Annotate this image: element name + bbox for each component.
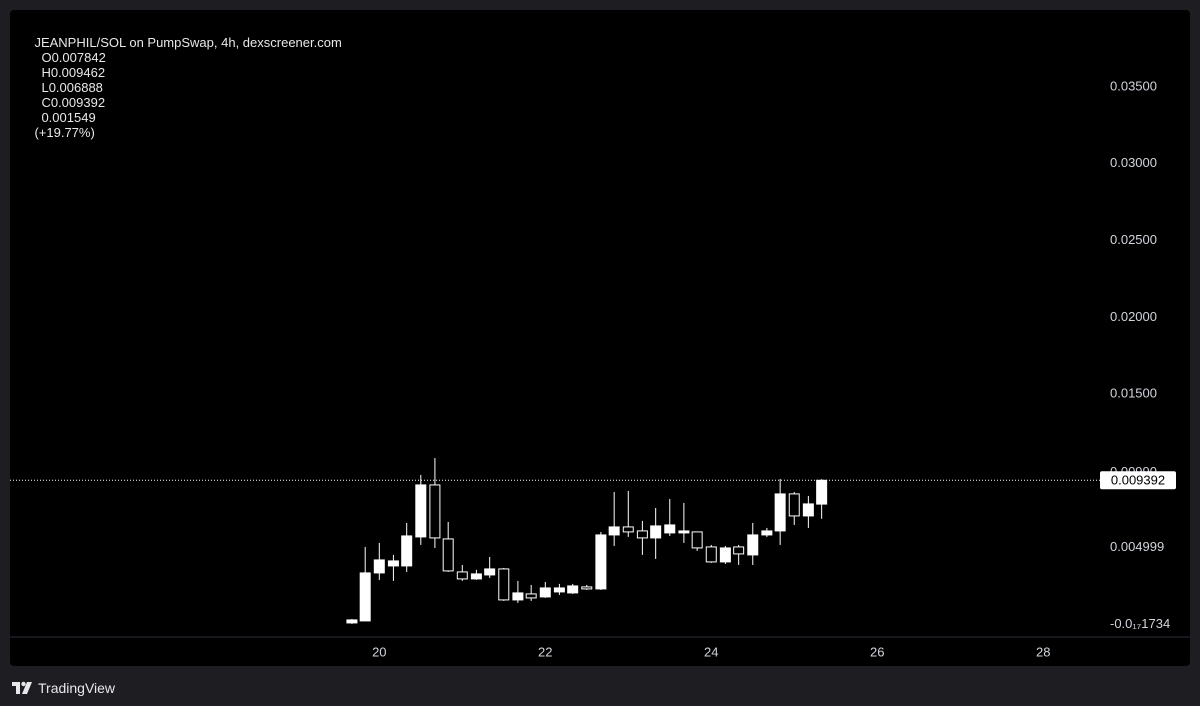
candle-body [456, 571, 468, 580]
candle-body [691, 531, 703, 549]
ohlc-value: 0.009462 [50, 65, 106, 80]
y-tick-label: -0.0₁₇1734 [1110, 616, 1170, 631]
candle-body [581, 586, 593, 590]
candle-body [415, 484, 427, 538]
ohlc-key: C [41, 95, 51, 110]
candle-body [622, 526, 634, 533]
change-percent: (+19.77%) [34, 125, 95, 140]
chart-panel: -0.0₁₇17340.0049990.009900.015000.020000… [10, 10, 1190, 666]
candle-body [636, 530, 648, 539]
candle-body [719, 547, 731, 563]
candle-body [664, 524, 676, 534]
candle-body [650, 525, 662, 539]
ohlc-value: 0.006888 [48, 80, 103, 95]
candle-body [802, 503, 814, 517]
symbol-title: JEANPHIL/SOL on PumpSwap, 4h, dexscreene… [34, 35, 342, 50]
candle-body [705, 546, 717, 563]
ohlc-key: L [41, 80, 49, 95]
y-tick-label: 0.02000 [1110, 309, 1157, 324]
candle-body [733, 546, 745, 555]
tradingview-logo [12, 681, 32, 694]
last-price-label: 0.009392 [1111, 473, 1165, 488]
candle-body [608, 526, 620, 536]
candle-body [442, 538, 454, 572]
candle-body [359, 572, 371, 622]
footer-brand: TradingView [38, 680, 116, 696]
ohlc-value: 0.007842 [51, 50, 106, 65]
candle-body [539, 587, 551, 598]
footer: TradingView [12, 678, 115, 698]
x-tick-label: 24 [704, 644, 718, 659]
ohlc-key: H [41, 65, 51, 80]
x-tick-label: 28 [1036, 644, 1050, 659]
ohlc-value: 0.009392 [50, 95, 106, 110]
candle-body [387, 560, 399, 567]
legend-header: JEANPHIL/SOL on PumpSwap, 4h, dexscreene… [20, 20, 342, 155]
candle-body [429, 484, 441, 539]
candle-body [373, 559, 385, 574]
candle-body [678, 530, 690, 534]
candle-body [525, 593, 537, 599]
candle-body [567, 585, 579, 594]
last-price-box [1100, 471, 1176, 490]
ohlc-key: O [41, 50, 52, 65]
change-value: 0.001549 [41, 110, 96, 125]
candle-body [761, 530, 773, 536]
candle-body [595, 534, 607, 590]
candle-body [816, 479, 828, 505]
candle-body [774, 493, 786, 532]
y-tick-label: 0.03000 [1110, 155, 1157, 170]
candle-body [484, 568, 496, 576]
candle-body [553, 587, 565, 593]
x-tick-label: 20 [372, 644, 386, 659]
candle-body [470, 573, 482, 580]
candle-body [512, 592, 524, 601]
candle-body [346, 619, 358, 624]
y-tick-label: 0.01500 [1110, 386, 1157, 401]
x-tick-label: 22 [538, 644, 552, 659]
y-tick-label: 0.004999 [1110, 539, 1164, 554]
y-tick-label: 0.03500 [1110, 78, 1157, 93]
candle-body [498, 568, 510, 601]
y-tick-label: 0.02500 [1110, 232, 1157, 247]
candle-body [401, 535, 413, 567]
candle-body [788, 493, 800, 517]
candle-body [747, 534, 759, 556]
chart: -0.0₁₇17340.0049990.009900.015000.020000… [10, 78, 1190, 659]
x-tick-label: 26 [870, 644, 884, 659]
